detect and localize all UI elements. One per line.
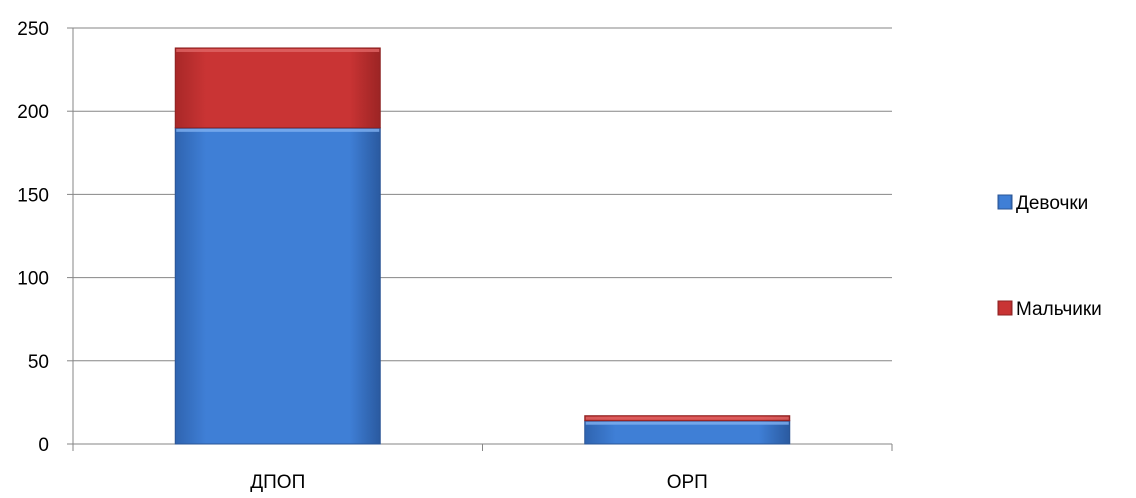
bar-highlight <box>176 48 380 52</box>
x-category-label: ОРП <box>667 472 708 493</box>
y-tick-label: 50 <box>28 352 49 373</box>
bar-devochki-0 <box>174 127 381 445</box>
bar-highlight <box>176 128 380 132</box>
y-tick-label: 150 <box>17 185 49 206</box>
plot-area: 0 50 100 150 200 250 ДПОП ОРП <box>17 19 893 493</box>
legend-swatch-devochki <box>997 194 1013 210</box>
y-tick-label: 250 <box>17 19 49 40</box>
y-tick-label: 200 <box>17 102 49 123</box>
legend: Девочки Мальчики <box>997 193 1102 320</box>
bar-malchiki-0 <box>174 47 381 129</box>
legend-label-devochki: Девочки <box>1016 193 1088 214</box>
bar-highlight <box>585 421 789 425</box>
legend-swatch-malchiki <box>997 300 1013 316</box>
legend-label-malchiki: Мальчики <box>1016 299 1102 320</box>
bar-highlight <box>585 416 789 420</box>
y-tick-label: 0 <box>38 435 49 456</box>
y-tick-label: 100 <box>17 269 49 290</box>
x-category-label: ДПОП <box>250 472 305 493</box>
